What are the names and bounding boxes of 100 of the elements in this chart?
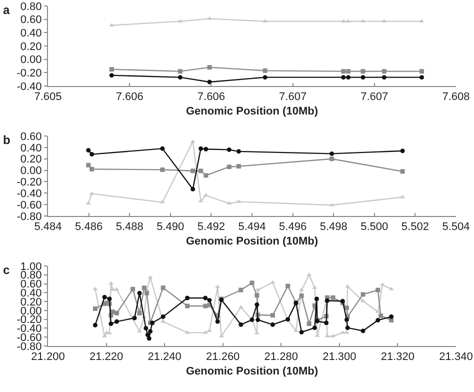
- x-tick-label: 5.492: [197, 221, 225, 234]
- x-axis-title: Genomic Position (10Mb): [186, 105, 318, 118]
- point: [160, 286, 166, 290]
- chart-title: b: [3, 133, 10, 147]
- point: [254, 293, 260, 298]
- y-tick-label: 0.40: [20, 28, 42, 40]
- point: [109, 73, 114, 78]
- point: [360, 69, 366, 74]
- point: [90, 152, 94, 157]
- point: [330, 151, 334, 156]
- point: [250, 280, 254, 286]
- point: [256, 318, 260, 322]
- y-tick-label: 0.20: [20, 40, 42, 53]
- x-tick-label: 21.280: [264, 351, 298, 364]
- x-tick-label: 21.240: [148, 351, 182, 364]
- point: [270, 322, 275, 327]
- point: [330, 295, 336, 300]
- point: [137, 290, 142, 296]
- point: [270, 313, 275, 318]
- point: [145, 332, 150, 338]
- point: [238, 322, 244, 327]
- point: [314, 296, 319, 302]
- x-tick-label: 21.220: [89, 351, 124, 364]
- point: [376, 288, 380, 292]
- point: [419, 75, 424, 80]
- point: [160, 146, 165, 151]
- point: [329, 202, 334, 206]
- point: [89, 191, 94, 195]
- x-tick-label: 5.502: [401, 221, 429, 234]
- point: [108, 322, 114, 326]
- point: [107, 296, 112, 302]
- point: [198, 168, 204, 174]
- x-tick-label: 7.607: [360, 91, 388, 104]
- point: [226, 164, 232, 170]
- x-tick-label: 21.340: [439, 351, 473, 364]
- point: [376, 318, 380, 322]
- point: [185, 304, 190, 308]
- point: [341, 75, 346, 80]
- point: [207, 65, 212, 70]
- point: [400, 148, 405, 154]
- point: [142, 286, 146, 290]
- point: [204, 173, 208, 178]
- point: [130, 286, 136, 292]
- point: [203, 193, 208, 197]
- point: [204, 146, 208, 152]
- point: [146, 336, 152, 341]
- point: [382, 69, 386, 74]
- x-tick-label: 21.260: [206, 351, 240, 364]
- chart-title: c: [3, 263, 10, 277]
- point: [400, 169, 405, 174]
- point: [226, 147, 232, 152]
- point: [92, 322, 98, 328]
- point: [236, 164, 241, 169]
- x-tick-label: 5.498: [320, 221, 348, 234]
- point: [341, 69, 346, 74]
- x-axis-title: Genomic Position (10Mb): [186, 235, 318, 248]
- point: [185, 296, 190, 300]
- y-tick-label: 0.40: [20, 142, 42, 154]
- point: [86, 201, 91, 205]
- point: [207, 80, 212, 84]
- point: [132, 316, 137, 320]
- point: [344, 306, 349, 310]
- y-tick-label: 0.00: [20, 165, 42, 178]
- point: [360, 328, 366, 334]
- x-tick-label: 7.607: [279, 91, 307, 104]
- y-tick-label: -0.20: [16, 68, 42, 80]
- point: [86, 148, 91, 153]
- point: [299, 330, 304, 334]
- point: [114, 310, 120, 316]
- x-tick-label: 21.320: [380, 351, 415, 364]
- point: [198, 198, 204, 202]
- point: [254, 302, 260, 307]
- x-tick-label: 7.606: [116, 91, 144, 104]
- y-tick-label: 0.00: [20, 54, 42, 66]
- x-tick-label: 21.300: [322, 351, 356, 364]
- y-tick-label: 0.20: [20, 154, 42, 166]
- x-tick-label: 5.496: [279, 221, 307, 234]
- point: [86, 162, 91, 168]
- point: [346, 69, 351, 74]
- point: [137, 310, 142, 316]
- point: [203, 304, 208, 308]
- y-tick-label: -0.40: [16, 80, 42, 93]
- y-tick-label: -0.80: [16, 210, 42, 223]
- x-tick-label: 7.606: [197, 91, 225, 104]
- x-tick-label: 5.488: [116, 221, 144, 234]
- point: [203, 296, 208, 300]
- x-tick-label: 5.494: [238, 221, 266, 234]
- point: [190, 139, 196, 143]
- point: [344, 318, 349, 322]
- point: [236, 149, 241, 154]
- point: [324, 320, 329, 326]
- x-axis-title: Genomic Position (10Mb): [186, 365, 318, 378]
- x-tick-label: 21.200: [31, 351, 65, 364]
- point: [215, 319, 220, 324]
- y-tick-label: -0.40: [16, 188, 42, 200]
- x-tick-label: 5.490: [156, 221, 184, 234]
- point: [184, 330, 190, 334]
- point: [190, 186, 196, 192]
- point: [102, 294, 107, 300]
- point: [148, 329, 153, 334]
